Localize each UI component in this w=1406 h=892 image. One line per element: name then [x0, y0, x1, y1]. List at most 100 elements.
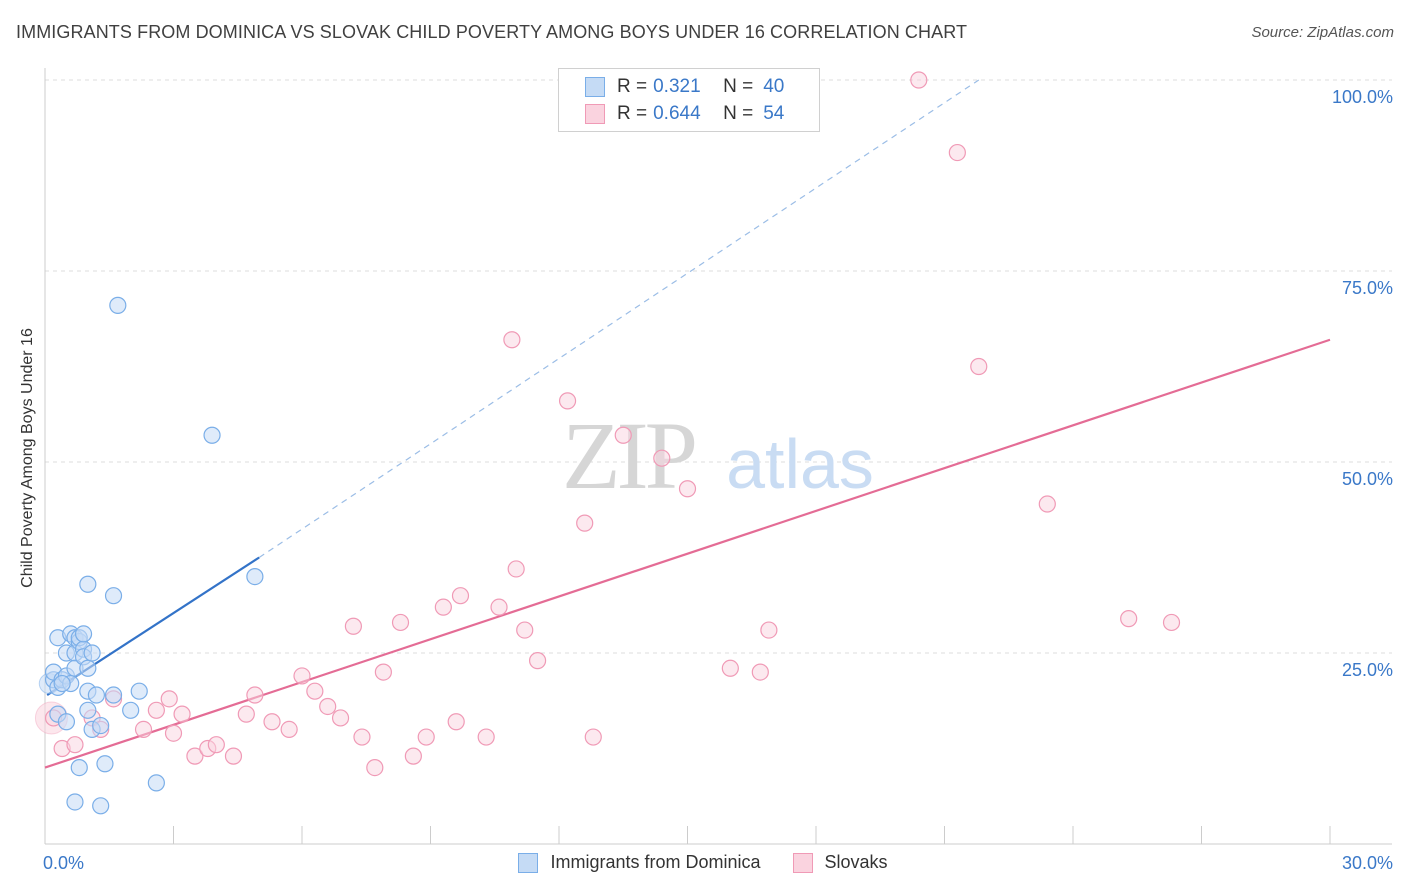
series-legend: Immigrants from Dominica Slovaks	[0, 852, 1406, 873]
source-credit: Source: ZipAtlas.com	[1251, 24, 1394, 41]
data-point-slovaks	[516, 621, 534, 639]
chart-title: IMMIGRANTS FROM DOMINICA VS SLOVAK CHILD…	[16, 22, 968, 42]
legend-swatch-slovaks	[585, 104, 605, 124]
data-point-slovaks	[760, 621, 778, 639]
data-point-dominica	[87, 686, 106, 704]
data-point-slovaks	[948, 143, 966, 162]
data-point-dominica	[122, 701, 140, 719]
series-swatch-dominica	[518, 852, 539, 873]
data-point-slovaks	[584, 728, 602, 746]
watermark: ZIP atlas	[562, 402, 874, 509]
data-point-slovaks	[134, 720, 153, 739]
trend-line-dominica-extension	[258, 79, 980, 558]
data-point-slovaks	[558, 392, 577, 410]
y-tick-label: 100.0%	[1332, 87, 1393, 107]
data-point-slovaks	[576, 514, 594, 532]
data-point-slovaks	[528, 652, 547, 670]
data-point-slovaks	[490, 598, 508, 616]
y-axis-label: Child Poverty Among Boys Under 16	[19, 328, 36, 588]
data-point-dominica	[53, 674, 71, 693]
data-point-slovaks	[417, 728, 435, 746]
legend-n-value-dominica: 40	[763, 76, 785, 97]
data-points	[34, 71, 1181, 815]
y-tick-label: 25.0%	[1342, 660, 1393, 680]
data-point-dominica	[66, 793, 84, 811]
y-tick-label: 50.0%	[1342, 469, 1393, 489]
data-point-dominica	[104, 587, 123, 605]
data-point-slovaks	[910, 71, 928, 89]
data-point-dominica	[92, 716, 110, 735]
data-point-slovaks	[447, 713, 465, 731]
data-point-slovaks	[246, 686, 264, 704]
data-point-slovaks	[293, 667, 311, 685]
legend-row-dominica: R = 0.321 N = 40	[585, 75, 833, 99]
data-point-slovaks	[306, 682, 324, 700]
data-point-slovaks	[1120, 610, 1138, 628]
data-point-slovaks	[404, 747, 422, 765]
legend-r-label: R =	[617, 76, 648, 97]
legend-n-value-slovaks: 54	[763, 103, 785, 124]
data-point-dominica	[83, 644, 101, 662]
data-point-slovaks	[263, 713, 281, 731]
gridlines	[45, 79, 1392, 654]
series-label-slovaks: Slovaks	[824, 852, 888, 872]
data-point-slovaks	[164, 724, 183, 742]
data-point-dominica	[109, 296, 127, 314]
series-swatch-slovaks	[792, 852, 813, 873]
correlation-legend: R = 0.321 N = 40 R = 0.644 N = 54	[558, 68, 820, 132]
legend-r-value-dominica: 0.321	[653, 76, 701, 97]
x-tick-label: 30.0%	[1342, 853, 1393, 873]
data-point-slovaks	[477, 728, 495, 746]
data-point-dominica	[79, 659, 97, 677]
data-point-dominica	[96, 755, 114, 773]
series-legend-item-dominica[interactable]: Immigrants from Dominica	[518, 852, 761, 873]
data-point-slovaks	[751, 663, 769, 681]
data-point-slovaks	[147, 701, 165, 719]
data-point-slovaks	[237, 705, 255, 723]
data-point-slovaks	[319, 697, 337, 716]
data-point-dominica	[104, 686, 123, 704]
legend-r-value-slovaks: 0.644	[653, 103, 701, 124]
data-point-slovaks	[970, 357, 988, 376]
tick-labels: 25.0% 50.0% 75.0% 100.0% 0.0% 30.0%	[43, 87, 1393, 873]
series-label-dominica: Immigrants from Dominica	[550, 852, 761, 872]
data-point-dominica	[57, 713, 76, 731]
data-point-dominica	[130, 682, 148, 700]
data-point-dominica	[92, 797, 110, 815]
data-point-dominica	[79, 701, 97, 719]
data-point-slovaks	[374, 663, 392, 681]
axes	[44, 68, 1392, 845]
data-point-slovaks	[391, 613, 410, 632]
data-point-slovaks	[280, 720, 298, 739]
data-point-dominica	[147, 774, 165, 792]
series-legend-item-slovaks[interactable]: Slovaks	[792, 852, 888, 873]
watermark-zip: ZIP	[562, 402, 695, 509]
data-point-slovaks	[1162, 613, 1181, 632]
data-point-dominica	[203, 426, 221, 444]
data-point-slovaks	[160, 690, 178, 708]
data-point-slovaks	[207, 736, 225, 754]
data-point-slovaks	[224, 747, 243, 765]
data-point-slovaks	[653, 449, 671, 467]
data-point-slovaks	[721, 659, 739, 677]
watermark-atlas: atlas	[726, 425, 874, 503]
legend-n-label: N =	[723, 76, 754, 97]
data-point-slovaks	[353, 728, 371, 746]
data-point-dominica	[74, 625, 93, 643]
data-point-dominica	[246, 567, 264, 586]
legend-swatch-dominica	[585, 77, 605, 97]
data-point-slovaks	[614, 426, 632, 444]
x-tick-label: 0.0%	[43, 853, 84, 873]
data-point-slovaks	[451, 587, 470, 605]
data-point-slovaks	[507, 560, 525, 578]
data-point-slovaks	[66, 736, 84, 754]
data-point-slovaks	[678, 480, 697, 498]
data-point-slovaks	[173, 705, 191, 723]
legend-row-slovaks: R = 0.644 N = 54	[585, 102, 833, 126]
data-point-slovaks	[503, 331, 521, 349]
data-point-slovaks	[331, 709, 350, 727]
data-point-slovaks	[366, 758, 384, 777]
data-point-dominica	[70, 758, 88, 777]
data-point-dominica	[79, 575, 97, 593]
